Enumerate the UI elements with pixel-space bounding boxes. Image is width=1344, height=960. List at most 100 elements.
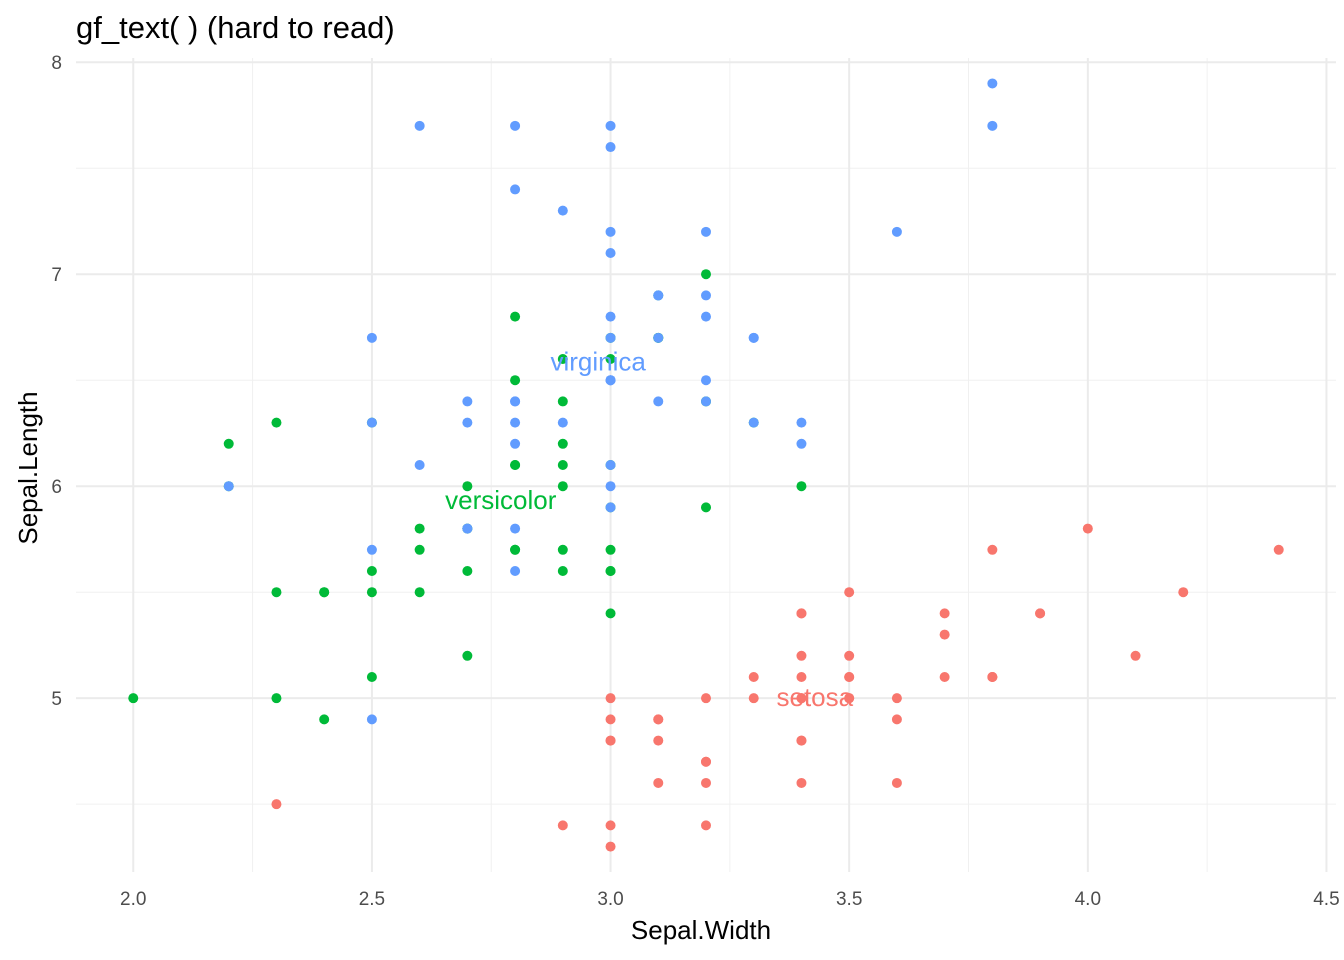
point-virginica bbox=[987, 78, 998, 89]
point-virginica bbox=[510, 184, 521, 195]
point-setosa bbox=[701, 820, 711, 831]
point-setosa bbox=[605, 714, 616, 725]
point-virginica bbox=[510, 417, 521, 428]
point-setosa bbox=[844, 693, 855, 704]
point-virginica bbox=[510, 396, 521, 407]
point-virginica bbox=[653, 396, 664, 407]
point-versicolor bbox=[796, 481, 807, 492]
point-virginica bbox=[605, 142, 616, 153]
point-virginica bbox=[605, 375, 616, 386]
point-virginica bbox=[796, 417, 807, 428]
point-versicolor bbox=[605, 354, 616, 365]
x-tick-label: 2.5 bbox=[359, 889, 385, 910]
point-versicolor bbox=[510, 375, 521, 386]
point-versicolor bbox=[557, 565, 568, 576]
point-setosa bbox=[1035, 608, 1046, 619]
point-versicolor bbox=[557, 481, 568, 492]
point-virginica bbox=[605, 311, 616, 322]
point-virginica bbox=[366, 544, 377, 555]
tick-labels: 2.0 2.5 3.0 3.5 4.0 4.5 5 6 7 8 bbox=[51, 53, 1339, 910]
label-virginica: virginica bbox=[550, 347, 646, 377]
point-versicolor bbox=[414, 587, 425, 598]
point-setosa bbox=[796, 777, 807, 788]
point-versicolor bbox=[319, 714, 330, 725]
species-labels: setosa versicolor virginica bbox=[445, 347, 854, 712]
point-setosa bbox=[1273, 544, 1284, 555]
point-virginica bbox=[987, 120, 998, 131]
point-virginica bbox=[414, 460, 425, 470]
point-virginica bbox=[510, 523, 521, 534]
point-virginica bbox=[701, 311, 711, 322]
point-virginica bbox=[653, 290, 664, 301]
point-versicolor bbox=[557, 354, 568, 365]
point-setosa bbox=[653, 777, 664, 788]
point-versicolor bbox=[605, 608, 616, 619]
label-setosa: setosa bbox=[777, 682, 854, 712]
point-virginica bbox=[605, 332, 616, 343]
point-virginica bbox=[462, 417, 473, 428]
point-virginica bbox=[605, 120, 616, 131]
point-setosa bbox=[605, 735, 616, 746]
point-virginica bbox=[414, 120, 425, 131]
point-virginica bbox=[891, 226, 902, 237]
point-setosa bbox=[891, 777, 902, 788]
point-virginica bbox=[701, 375, 711, 386]
point-virginica bbox=[557, 205, 568, 216]
point-virginica bbox=[653, 332, 664, 343]
point-virginica bbox=[605, 460, 616, 470]
x-tick-label: 3.5 bbox=[836, 889, 862, 910]
point-setosa bbox=[939, 671, 950, 682]
point-versicolor bbox=[701, 269, 711, 280]
point-setosa bbox=[271, 799, 282, 810]
point-setosa bbox=[891, 693, 902, 704]
y-tick-label: 6 bbox=[51, 477, 62, 498]
point-versicolor bbox=[605, 544, 616, 555]
point-setosa bbox=[653, 714, 664, 725]
x-tick-label: 3.0 bbox=[597, 889, 623, 910]
x-axis-title: Sepal.Width bbox=[631, 915, 771, 945]
point-virginica bbox=[748, 332, 759, 343]
point-versicolor bbox=[271, 417, 282, 428]
point-versicolor bbox=[319, 587, 330, 598]
x-tick-label: 2.0 bbox=[120, 889, 146, 910]
point-virginica bbox=[605, 502, 616, 513]
point-versicolor bbox=[462, 565, 473, 576]
x-tick-label: 4.5 bbox=[1313, 889, 1339, 910]
point-versicolor bbox=[366, 671, 377, 682]
point-versicolor bbox=[462, 481, 473, 492]
point-virginica bbox=[605, 226, 616, 237]
point-versicolor bbox=[271, 587, 282, 598]
point-setosa bbox=[939, 629, 950, 640]
point-setosa bbox=[891, 714, 902, 725]
point-virginica bbox=[701, 290, 711, 301]
point-setosa bbox=[605, 693, 616, 704]
point-virginica bbox=[223, 481, 234, 492]
point-setosa bbox=[701, 693, 711, 704]
point-setosa bbox=[844, 587, 855, 598]
point-versicolor bbox=[366, 565, 377, 576]
point-versicolor bbox=[271, 693, 282, 704]
point-virginica bbox=[510, 120, 521, 131]
point-versicolor bbox=[557, 544, 568, 555]
point-virginica bbox=[462, 396, 473, 407]
point-setosa bbox=[987, 671, 998, 682]
point-setosa bbox=[844, 671, 855, 682]
point-virginica bbox=[462, 523, 473, 534]
point-setosa bbox=[1178, 587, 1189, 598]
point-virginica bbox=[605, 481, 616, 492]
point-setosa bbox=[796, 735, 807, 746]
point-virginica bbox=[366, 417, 377, 428]
point-versicolor bbox=[510, 544, 521, 555]
y-tick-label: 8 bbox=[51, 53, 62, 74]
y-tick-label: 5 bbox=[51, 689, 62, 710]
point-setosa bbox=[939, 608, 950, 619]
point-versicolor bbox=[510, 460, 521, 470]
point-versicolor bbox=[414, 544, 425, 555]
chart-title: gf_text( ) (hard to read) bbox=[76, 10, 395, 45]
point-virginica bbox=[510, 438, 521, 449]
point-setosa bbox=[653, 735, 664, 746]
point-versicolor bbox=[557, 396, 568, 407]
y-axis-title: Sepal.Length bbox=[13, 391, 43, 544]
point-versicolor bbox=[414, 523, 425, 534]
